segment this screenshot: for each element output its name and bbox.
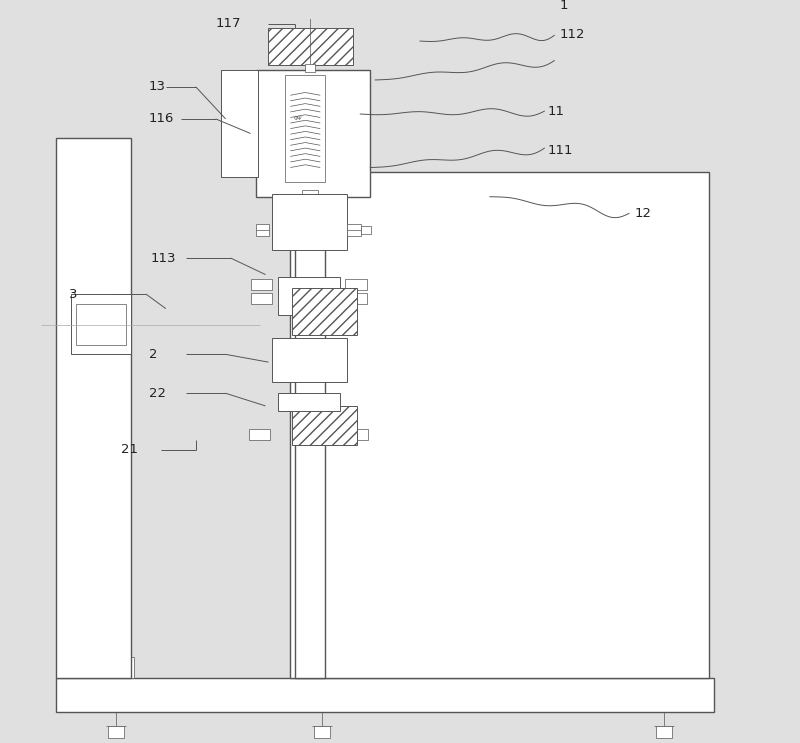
Bar	[286, 75, 326, 182]
Bar	[292, 288, 357, 335]
Bar	[345, 279, 367, 290]
Bar	[312, 647, 332, 657]
Text: ΦΨ: ΦΨ	[294, 117, 302, 121]
Bar	[98, 657, 134, 678]
Text: 3: 3	[69, 288, 78, 300]
Text: 13: 13	[149, 80, 166, 94]
Bar	[315, 640, 330, 647]
Bar	[654, 647, 674, 657]
Text: 21: 21	[121, 444, 138, 456]
Bar	[347, 224, 361, 236]
Bar	[269, 28, 353, 65]
Bar	[346, 429, 368, 440]
Text: 22: 22	[149, 387, 166, 400]
Bar	[314, 726, 330, 738]
Bar	[656, 726, 672, 738]
Text: 2: 2	[149, 348, 158, 361]
Bar	[109, 640, 123, 647]
Bar	[278, 393, 340, 411]
Bar	[56, 678, 714, 713]
Text: 11: 11	[547, 105, 565, 117]
Bar	[255, 224, 270, 236]
Bar	[306, 65, 315, 72]
Bar	[221, 71, 258, 178]
Bar	[273, 194, 347, 250]
Bar	[255, 71, 370, 197]
Bar	[249, 429, 270, 440]
Bar	[278, 276, 340, 316]
Text: 113: 113	[151, 252, 176, 265]
Bar	[295, 138, 326, 678]
Bar	[273, 338, 347, 382]
Bar	[292, 406, 357, 445]
Text: 12: 12	[634, 207, 651, 220]
Text: 112: 112	[559, 27, 585, 41]
Bar	[646, 657, 682, 678]
Bar	[71, 294, 131, 354]
Text: 117: 117	[216, 17, 241, 30]
Bar	[56, 138, 131, 678]
Bar	[250, 279, 273, 290]
Bar	[304, 657, 340, 678]
Bar	[302, 190, 318, 201]
Text: 1: 1	[559, 0, 568, 12]
Text: 116: 116	[149, 112, 174, 126]
Text: 111: 111	[547, 143, 573, 157]
Bar	[303, 0, 318, 2]
Bar	[290, 172, 709, 678]
Bar	[657, 640, 671, 647]
Bar	[108, 726, 124, 738]
Bar	[76, 304, 126, 345]
Bar	[361, 226, 371, 234]
Bar	[106, 647, 126, 657]
Bar	[345, 293, 367, 304]
Bar	[250, 293, 273, 304]
